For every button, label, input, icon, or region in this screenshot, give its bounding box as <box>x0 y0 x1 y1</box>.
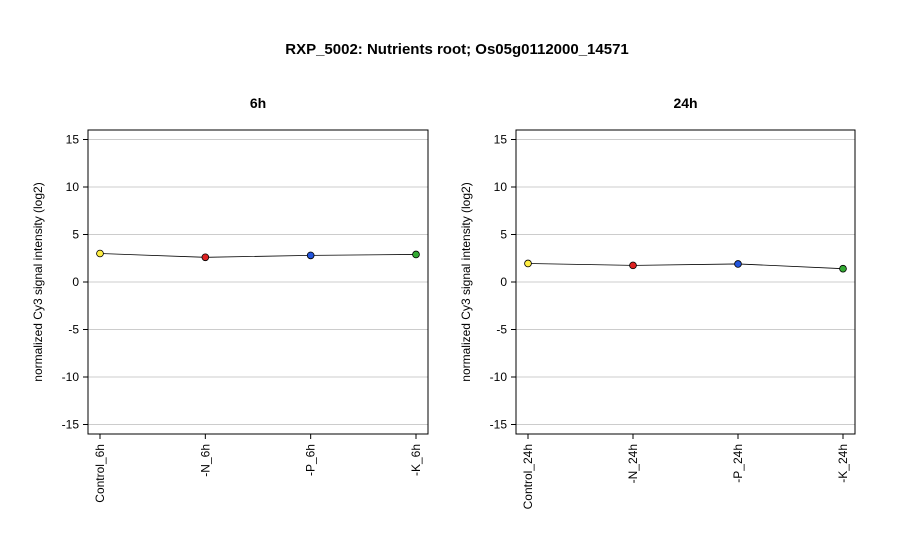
y-tick-label: 10 <box>66 180 80 194</box>
data-point--K_6h <box>412 250 420 259</box>
y-tick-label: -15 <box>62 418 80 432</box>
y-tick-label: -5 <box>68 323 79 337</box>
x-tick-label: -N_24h <box>626 444 640 483</box>
y-axis-label: normalized Cy3 signal intensity (log2) <box>459 182 473 381</box>
y-tick-label: 0 <box>500 275 507 289</box>
data-point--P_24h <box>734 260 742 268</box>
x-tick-label: Control_6h <box>93 444 107 503</box>
data-point--P_6h <box>306 251 315 260</box>
data-point--K_24h <box>839 264 847 273</box>
chart-panel-24h: 24h -15 -10 -5 0 5 10 15 normalized Cy3 signal i… <box>459 95 856 509</box>
y-tick-label: 10 <box>494 180 508 194</box>
y-tick-label: -5 <box>496 323 507 337</box>
x-tick-label: -K_24h <box>836 444 850 483</box>
data-point--N_24h <box>629 261 637 270</box>
chart-panels: 6h -15 -10 -5 0 5 10 15 normalized Cy3 signal in… <box>31 95 856 509</box>
y-tick-label: -15 <box>490 418 508 432</box>
x-tick-label: -K_6h <box>409 444 423 476</box>
y-tick-label: 15 <box>66 133 80 147</box>
chart-main-title: RXP_5002: Nutrients root; Os05g0112000_1… <box>285 41 629 58</box>
x-tick-label: Control_24h <box>521 444 535 509</box>
data-point-Control_24h <box>524 259 532 268</box>
y-tick-label: 5 <box>500 228 507 242</box>
x-tick-label: -P_6h <box>304 444 318 476</box>
data-point-Control_6h <box>96 249 104 258</box>
y-tick-label: 0 <box>72 275 79 289</box>
series-line <box>527 263 844 270</box>
y-tick-label: 15 <box>494 133 508 147</box>
data-point--N_6h <box>201 253 210 262</box>
panel-title: 6h <box>250 95 266 111</box>
series-line <box>99 253 417 258</box>
y-tick-label: -10 <box>62 370 80 384</box>
y-tick-label: 5 <box>72 228 79 242</box>
panel-title: 24h <box>673 95 697 111</box>
y-tick-label: -10 <box>490 370 508 384</box>
y-axis-label: normalized Cy3 signal intensity (log2) <box>31 182 45 381</box>
x-tick-label: -N_6h <box>198 444 212 477</box>
chart-panel-6h: 6h -15 -10 -5 0 5 10 15 normalized Cy3 signal in… <box>31 95 429 503</box>
x-tick-label: -P_24h <box>731 444 745 483</box>
